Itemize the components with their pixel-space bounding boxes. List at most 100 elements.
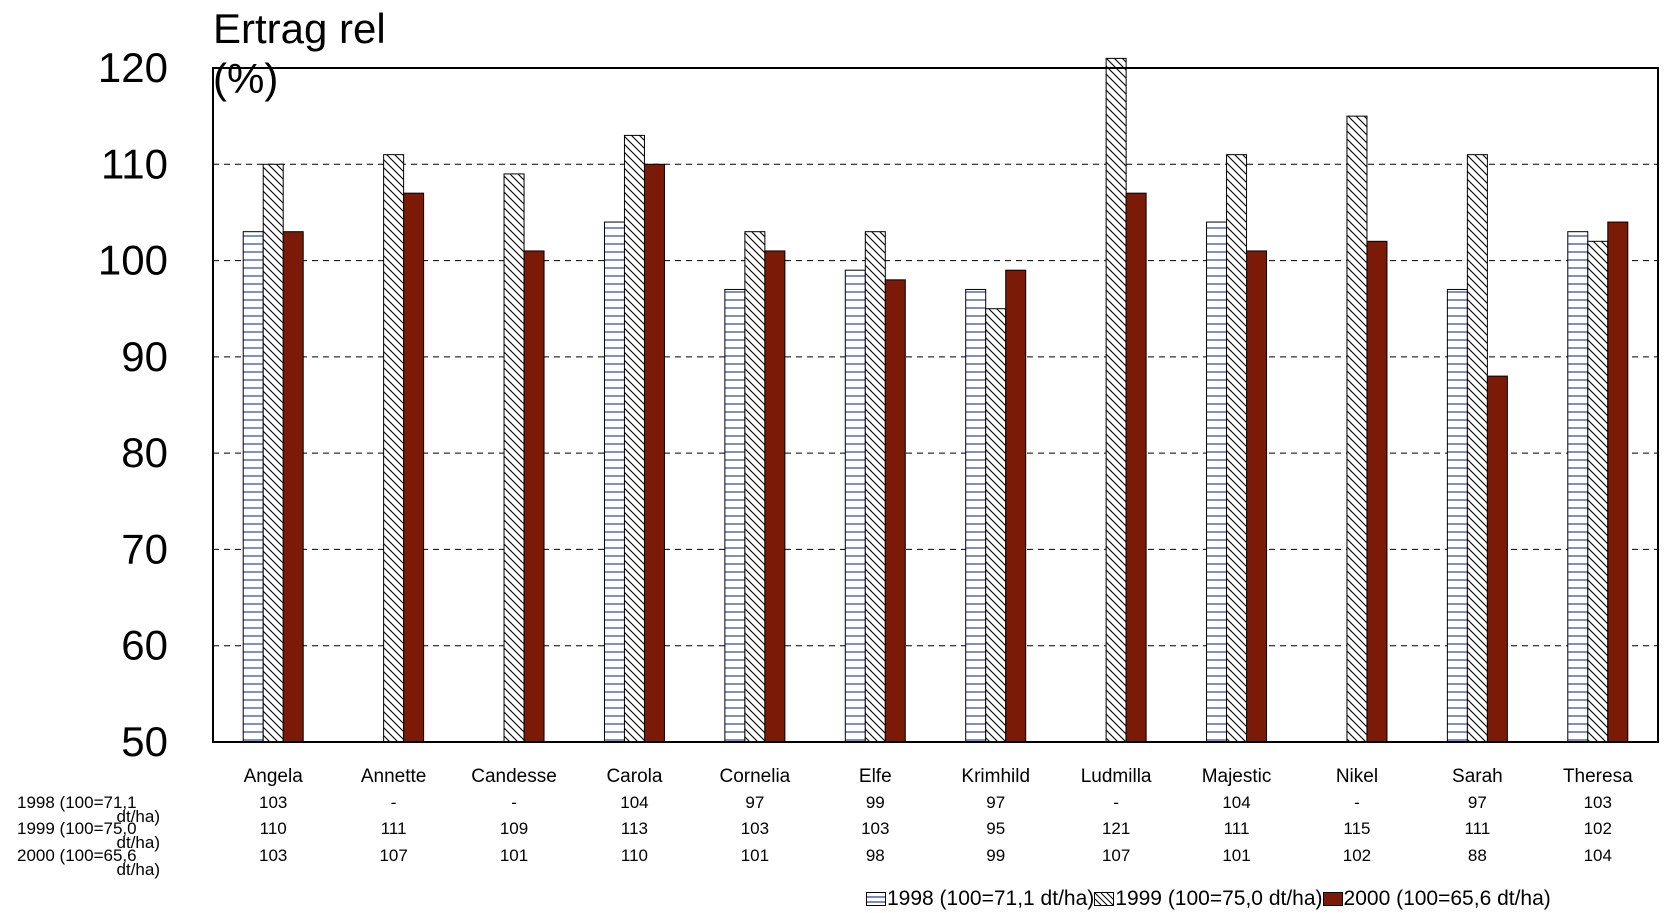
table-cell: 103 xyxy=(259,846,287,865)
table-row-label: 1998 (100=71,1 xyxy=(17,793,137,812)
legend-item-1998: 1998 (100=71,1 dt/ha) xyxy=(866,887,1094,911)
x-tick-label: Carola xyxy=(606,766,662,787)
x-tick-label: Cornelia xyxy=(719,766,790,787)
table-cell: 98 xyxy=(866,846,885,865)
y-tick-label: 100 xyxy=(98,237,168,284)
table-row-label-unit: dt/ha) xyxy=(117,807,160,826)
bar-sarah-1999 xyxy=(1466,154,1488,743)
bar-nikel-1999 xyxy=(1346,115,1368,743)
y-tick-label: 110 xyxy=(101,140,168,187)
x-tick-label: Theresa xyxy=(1563,766,1633,787)
table-cell: 88 xyxy=(1468,846,1487,865)
legend-swatch-1998 xyxy=(866,892,886,906)
table-cell: - xyxy=(511,793,517,812)
bar-elfe-2000 xyxy=(884,279,906,743)
table-cell: 97 xyxy=(1468,793,1487,812)
chart-title-line1: Ertrag rel xyxy=(213,5,386,52)
bar-carola-1998 xyxy=(603,221,625,743)
x-tick-label: Elfe xyxy=(859,766,892,787)
table-cell: 111 xyxy=(381,819,407,838)
table-cell: 104 xyxy=(1222,793,1250,812)
table-cell: 111 xyxy=(1464,819,1490,838)
x-tick-label: Annette xyxy=(361,766,427,787)
legend-item-2000: 2000 (100=65,6 dt/ha) xyxy=(1322,887,1551,911)
y-tick-label: 120 xyxy=(98,44,168,91)
table-cell: 113 xyxy=(621,819,648,838)
bar-candesse-2000 xyxy=(523,250,545,743)
table-cell: 103 xyxy=(1584,793,1612,812)
table-cell: 103 xyxy=(741,819,769,838)
bar-elfe-1998 xyxy=(844,269,866,743)
bar-ludmilla-1999 xyxy=(1105,57,1127,743)
x-tick-label: Sarah xyxy=(1452,766,1503,787)
legend-item-1999: 1999 (100=75,0 dt/ha) xyxy=(1094,887,1323,911)
table-cell: - xyxy=(1113,793,1119,812)
table-cell: 103 xyxy=(259,793,287,812)
table-cell: 107 xyxy=(379,846,407,865)
table-row-label-unit: dt/ha) xyxy=(117,860,160,879)
table-cell: 111 xyxy=(1224,819,1250,838)
y-tick-label: 70 xyxy=(121,525,168,572)
table-cell: 121 xyxy=(1102,819,1130,838)
table-cell: 99 xyxy=(986,846,1005,865)
table-cell: 102 xyxy=(1343,846,1371,865)
bar-cornelia-2000 xyxy=(764,250,786,743)
x-tick-label: Majestic xyxy=(1202,766,1272,787)
bar-theresa-2000 xyxy=(1607,221,1629,743)
y-tick-label: 80 xyxy=(121,429,168,476)
chart-title-line2: (%) xyxy=(213,55,278,102)
bar-annette-1999 xyxy=(383,154,405,743)
legend-swatch-2000 xyxy=(1322,892,1343,906)
y-axis-ticks: 50 60 70 80 90 100 110 120 xyxy=(98,44,168,765)
bar-sarah-1998 xyxy=(1446,288,1468,743)
table-cell: 102 xyxy=(1584,819,1612,838)
table-cell: 97 xyxy=(745,793,764,812)
bar-majestic-1998 xyxy=(1206,221,1228,743)
table-cell: 110 xyxy=(621,846,648,865)
bar-krimhild-1999 xyxy=(985,308,1007,743)
y-tick-label: 60 xyxy=(121,622,168,669)
bar-majestic-1999 xyxy=(1226,154,1248,743)
x-tick-label: Krimhild xyxy=(961,766,1030,787)
bars xyxy=(242,57,1629,743)
legend-label-1998: 1998 (100=71,1 dt/ha) xyxy=(887,887,1095,910)
legend-label-1999: 1999 (100=75,0 dt/ha) xyxy=(1115,887,1323,910)
x-tick-label: Angela xyxy=(244,766,304,787)
bar-nikel-2000 xyxy=(1366,240,1388,743)
y-tick-label: 90 xyxy=(121,333,168,380)
table-row-label: 2000 (100=65,6 xyxy=(17,846,137,865)
table-cell: 101 xyxy=(500,846,528,865)
table-cell: 101 xyxy=(1222,846,1250,865)
bar-candesse-1999 xyxy=(503,173,525,743)
data-table: 1998 (100=71,1dt/ha)103- -104 97 99 97-104-9… xyxy=(17,793,1612,879)
legend-label-2000: 2000 (100=65,6 dt/ha) xyxy=(1343,887,1551,910)
bar-majestic-2000 xyxy=(1246,250,1268,743)
bar-ludmilla-2000 xyxy=(1125,192,1147,743)
table-cell: 104 xyxy=(1584,846,1612,865)
table-cell: 103 xyxy=(861,819,889,838)
bar-sarah-2000 xyxy=(1486,375,1508,743)
table-cell: 110 xyxy=(260,819,287,838)
table-row-label: 1999 (100=75,0 xyxy=(17,819,137,838)
bar-elfe-1999 xyxy=(864,231,886,743)
bar-angela-1998 xyxy=(242,231,264,743)
x-tick-label: Candesse xyxy=(471,766,557,787)
table-cell: - xyxy=(1354,793,1360,812)
legend-swatch-1999 xyxy=(1094,892,1115,906)
x-tick-label: Ludmilla xyxy=(1081,766,1152,787)
table-cell: 107 xyxy=(1102,846,1130,865)
table-cell: 95 xyxy=(986,819,1005,838)
y-tick-label: 50 xyxy=(121,718,168,765)
bar-krimhild-1998 xyxy=(965,288,987,743)
bar-theresa-1999 xyxy=(1587,240,1609,743)
bar-cornelia-1999 xyxy=(744,231,766,743)
bar-angela-2000 xyxy=(282,231,304,743)
table-cell: 104 xyxy=(620,793,648,812)
table-cell: - xyxy=(391,793,397,812)
legend: 1998 (100=71,1 dt/ha) 1999 (100=75,0 dt/… xyxy=(866,885,1551,913)
table-cell: 101 xyxy=(741,846,769,865)
bar-annette-2000 xyxy=(403,192,425,743)
gridlines xyxy=(213,163,1658,647)
x-tick-label: Nikel xyxy=(1336,766,1378,787)
